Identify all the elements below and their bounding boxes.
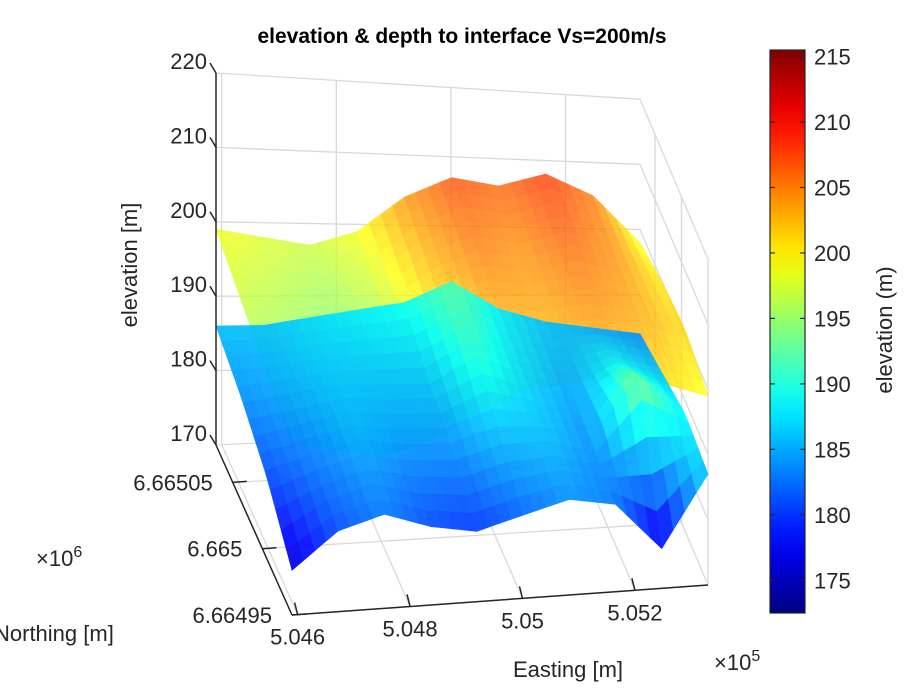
colorbar <box>769 49 806 614</box>
colorbar-tick-label: 205 <box>814 175 851 200</box>
x-tick-label: 5.048 <box>383 616 438 641</box>
colorbar-label: elevation (m) <box>872 266 897 393</box>
y-exponent: ×106 <box>36 544 82 571</box>
z-tick <box>209 137 217 148</box>
z-tick <box>209 434 217 446</box>
z-tick-labels: 170 180 190 200 210 220 <box>170 49 217 446</box>
surface-patch <box>691 378 709 397</box>
z-tick-label: 220 <box>170 49 207 74</box>
z-gridline <box>215 72 709 260</box>
z-tick-label: 200 <box>170 198 207 223</box>
z-tick-label: 190 <box>170 272 207 297</box>
x-tick-label: 5.05 <box>501 608 544 633</box>
x-tick <box>631 578 636 591</box>
z-axis-label: elevation [m] <box>117 203 142 328</box>
z-tick <box>209 62 217 74</box>
colorbar-tick-label: 185 <box>814 437 851 462</box>
y-tick <box>232 480 247 484</box>
y-tick-label: 6.66495 <box>192 603 272 628</box>
x-tick <box>518 586 524 599</box>
y-tick-label: 6.665 <box>187 537 242 562</box>
surface-patch <box>691 460 709 494</box>
z-tick <box>209 360 217 371</box>
colorbar-gradient <box>769 49 806 614</box>
z-tick-label: 180 <box>170 347 207 372</box>
floor-gridline <box>221 444 299 615</box>
z-tick-label: 170 <box>170 421 207 446</box>
colorbar-tick-labels: 175 180 185 190 195 200 205 210 215 <box>770 45 851 593</box>
y-tick <box>291 613 307 616</box>
colorbar-tick-label: 195 <box>814 306 851 331</box>
chart-title: elevation & depth to interface Vs=200m/s <box>257 25 666 48</box>
y-axis-line <box>215 444 293 616</box>
y-axis-label: Northing [m] <box>0 621 114 646</box>
z-gridline <box>215 146 709 325</box>
y-tick <box>262 546 277 550</box>
x-exponent: ×105 <box>714 648 760 675</box>
x-tick <box>293 602 299 615</box>
x-axis-line <box>291 584 709 616</box>
z-tick <box>209 285 217 297</box>
x-tick-labels: 5.046 5.048 5.05 5.052 <box>270 578 662 650</box>
y-tick-label: 6.66505 <box>133 470 213 495</box>
x-tick <box>406 594 411 607</box>
colorbar-tick-label: 200 <box>814 241 851 266</box>
colorbar-tick-label: 210 <box>814 110 851 135</box>
x-axis-label: Easting [m] <box>513 657 623 682</box>
y-tick-labels: 6.66495 6.665 6.66505 <box>133 470 307 628</box>
surface-series <box>215 280 709 571</box>
x-tick-label: 5.052 <box>607 600 662 625</box>
z-tick <box>209 211 217 223</box>
z-tick-label: 210 <box>170 123 207 148</box>
colorbar-tick-label: 175 <box>814 568 851 593</box>
axes-frame <box>215 73 709 616</box>
floor-gridline <box>262 521 682 550</box>
x-tick-label: 5.046 <box>270 625 325 650</box>
colorbar-tick-label: 190 <box>814 372 851 397</box>
surfaces <box>215 173 709 571</box>
colorbar-tick-label: 180 <box>814 503 851 528</box>
colorbar-tick-label: 215 <box>814 45 851 70</box>
